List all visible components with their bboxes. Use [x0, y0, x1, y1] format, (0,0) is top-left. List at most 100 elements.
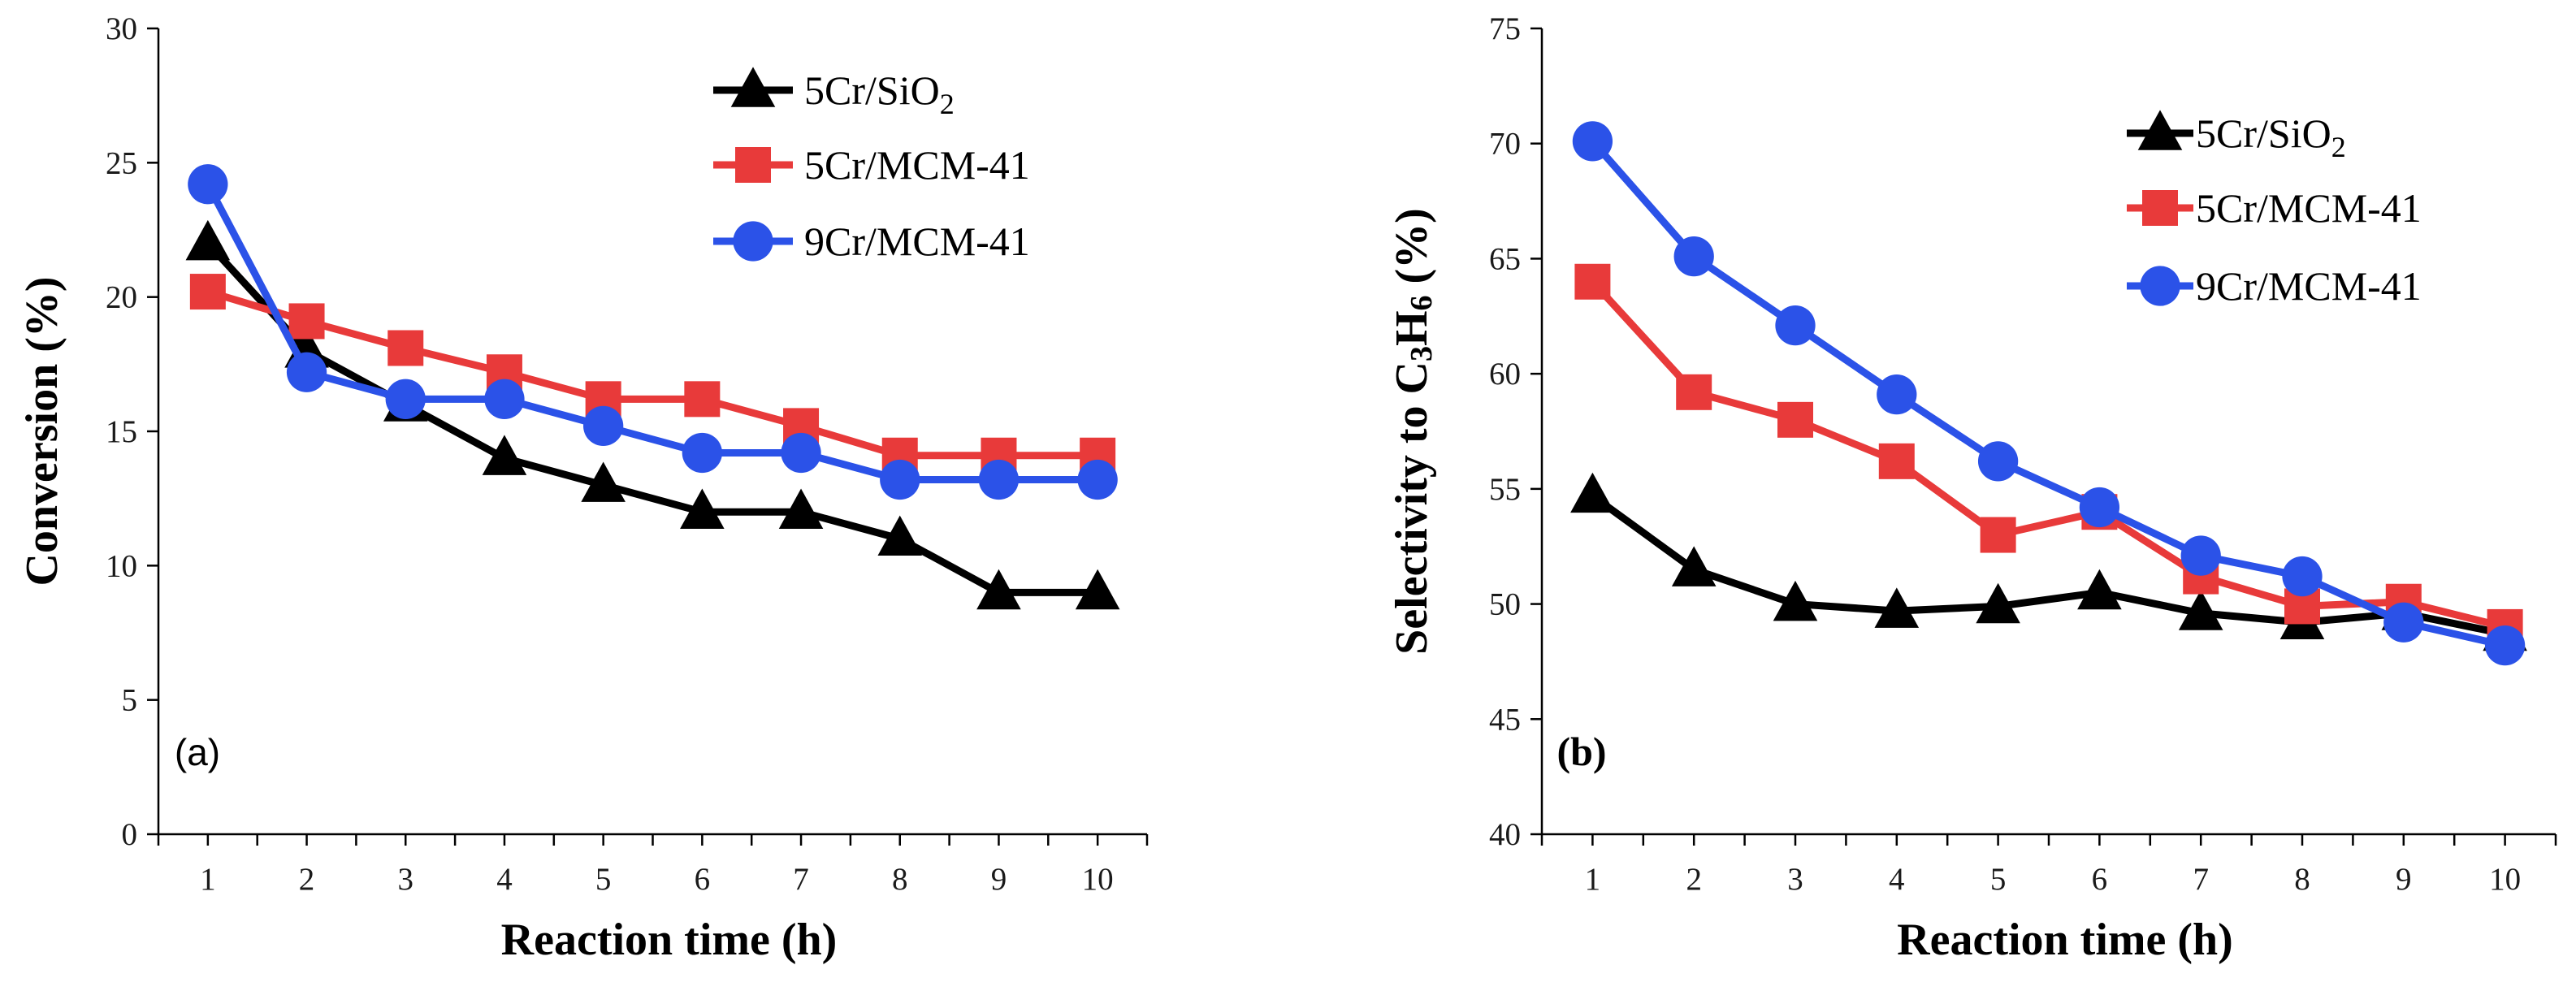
x-tick-label: 3 [398, 862, 414, 897]
data-point [1673, 236, 1714, 277]
legend-label: 5Cr/SiO2 [804, 67, 955, 120]
legend-marker [2142, 190, 2178, 226]
y-axis-label: Selectivity to C3H6 (%) [1387, 208, 1439, 655]
data-point [1075, 569, 1120, 610]
data-point [1775, 305, 1816, 346]
data-point [189, 274, 226, 310]
data-point [1977, 441, 2019, 482]
data-point [1676, 374, 1712, 410]
series-5cr-mcm-41 [1574, 263, 2523, 645]
x-tick-label: 4 [496, 862, 513, 897]
series-9cr-mcm-41 [1572, 121, 2526, 666]
series-line [1590, 138, 2506, 649]
y-tick-label: 70 [1489, 127, 1521, 162]
data-point [778, 488, 824, 529]
series-9cr-mcm-41 [188, 164, 1118, 500]
data-point [1976, 582, 2020, 624]
y-tick-label: 65 [1489, 241, 1521, 276]
data-point [877, 515, 923, 556]
y-tick-label: 75 [1489, 11, 1521, 46]
data-point [978, 459, 1020, 500]
data-point [185, 219, 231, 261]
series-line [206, 288, 1098, 460]
y-axis-label: Conversion (%) [17, 276, 67, 586]
data-point [484, 379, 525, 419]
legend-label: 5Cr/MCM-41 [2196, 185, 2422, 231]
x-tick-label: 7 [793, 862, 809, 897]
data-point [385, 379, 426, 419]
x-tick-label: 6 [695, 862, 711, 897]
chart-panel-a: 0 5 10 15 20 25 30 1 2 3 4 5 6 7 8 9 10 Reaction time (h)… [17, 11, 1149, 965]
x-axis-label: Reaction time (h) [501, 915, 838, 965]
legend-marker [733, 221, 773, 262]
data-point [1572, 121, 1613, 162]
data-point [1777, 401, 1813, 438]
data-point [1773, 580, 1818, 621]
series-5cr-sio2 [185, 219, 1120, 610]
data-point [286, 352, 327, 392]
x-tick-label: 2 [1686, 862, 1702, 897]
y-tick-label: 50 [1489, 587, 1521, 622]
data-point [1878, 443, 1915, 479]
legend-label: 5Cr/SiO2 [2196, 110, 2346, 163]
x-tick-label: 1 [1585, 862, 1601, 897]
data-point [2180, 535, 2221, 576]
x-tick-label: 8 [2294, 862, 2310, 897]
data-point [1877, 374, 1917, 415]
x-tick-label: 5 [1990, 862, 2007, 897]
data-point [976, 569, 1021, 610]
data-point [482, 435, 527, 475]
x-tick-label: 2 [299, 862, 315, 897]
y-tick-label: 20 [106, 280, 137, 315]
x-axis-label: Reaction time (h) [1897, 915, 2233, 965]
x-tick-label: 10 [2489, 862, 2521, 897]
data-point [1874, 587, 1920, 628]
data-point [2077, 569, 2122, 610]
series-line [204, 182, 1098, 484]
data-point [288, 303, 325, 340]
x-tick-label: 5 [595, 862, 612, 897]
series-5cr-mcm-41 [189, 274, 1116, 474]
data-point [1574, 263, 1611, 300]
y-tick-label: 45 [1489, 702, 1521, 737]
x-tick-label: 10 [1082, 862, 1114, 897]
series-5cr-sio2 [1570, 472, 2527, 651]
series-line [205, 240, 1098, 596]
series-line [1590, 492, 2506, 638]
data-point [1671, 546, 1717, 586]
x-tick-label: 9 [991, 862, 1007, 897]
legend-marker [2137, 110, 2183, 150]
data-point [2282, 556, 2323, 597]
data-point [1077, 459, 1118, 500]
legend: 5Cr/SiO2 5Cr/MCM-41 9Cr/MCM-41 [2127, 110, 2422, 309]
data-point [188, 164, 228, 205]
x-tick-label: 8 [892, 862, 908, 897]
data-point [880, 459, 920, 500]
data-point [680, 488, 725, 529]
y-tick-label: 30 [106, 11, 137, 46]
legend-label: 9Cr/MCM-41 [2196, 263, 2422, 309]
data-point [581, 461, 626, 502]
y-tick-label: 5 [122, 683, 138, 718]
y-tick-label: 25 [106, 145, 137, 180]
data-point [2484, 625, 2526, 666]
data-point [1980, 517, 2016, 553]
x-tick-label: 6 [2092, 862, 2108, 897]
legend-marker [730, 67, 776, 107]
data-point [2178, 590, 2223, 630]
data-point [1570, 472, 1615, 513]
x-tick-label: 7 [2193, 862, 2209, 897]
data-point [2079, 487, 2120, 528]
data-point [682, 432, 722, 474]
data-point [684, 381, 721, 418]
panel-label: (a) [175, 731, 220, 773]
legend: 5Cr/SiO2 5Cr/MCM-41 9Cr/MCM-41 [713, 67, 1030, 264]
x-tick-label: 1 [200, 862, 216, 897]
y-tick-label: 55 [1489, 472, 1521, 507]
y-tick-label: 40 [1489, 817, 1521, 852]
legend-marker [735, 147, 771, 183]
series-line [1590, 279, 2506, 631]
data-point [387, 330, 424, 366]
